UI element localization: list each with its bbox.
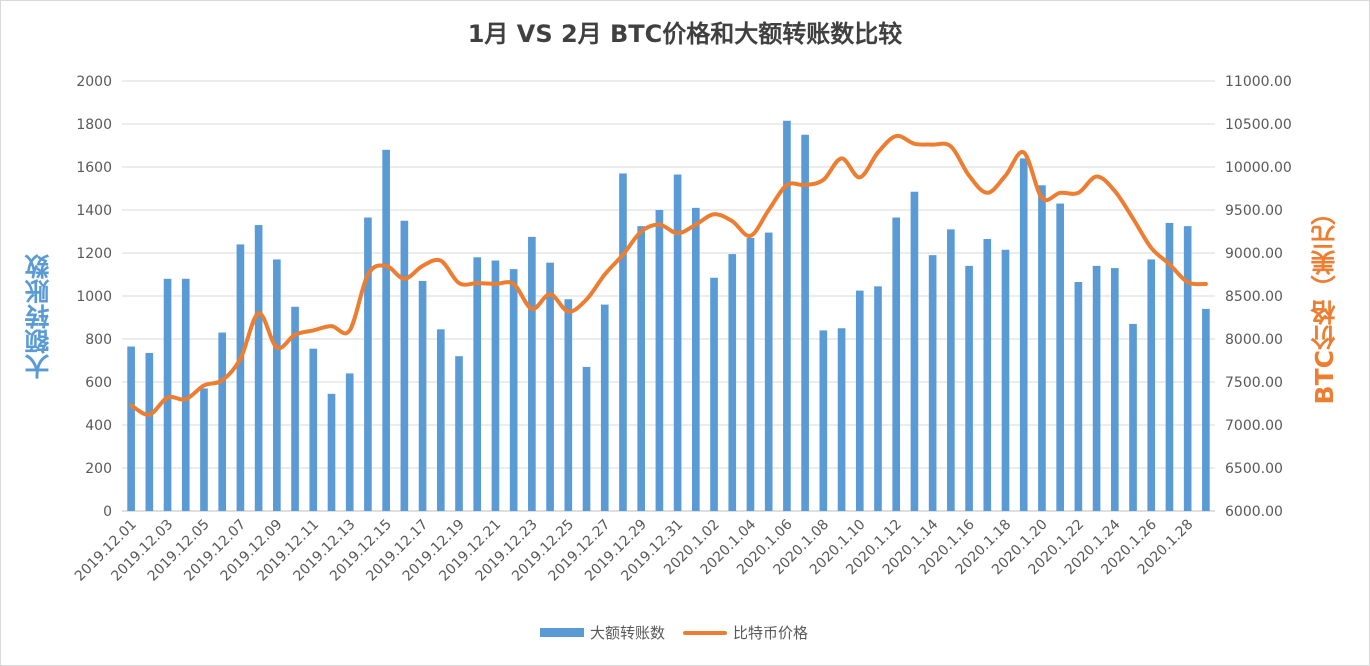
line-series <box>129 133 1208 417</box>
bar <box>200 388 208 511</box>
y-axis-right-ticks: 6000.00 6500.00 7000.00 7500.00 8000.00 8500.… <box>1225 74 1292 520</box>
bar <box>910 191 919 511</box>
y2-tick-label: 9500.00 <box>1225 203 1283 219</box>
legend-line-swatch <box>683 630 728 635</box>
bar <box>564 299 573 511</box>
bar <box>855 290 864 511</box>
bar <box>127 346 135 511</box>
bar <box>892 217 901 511</box>
bar <box>619 173 627 511</box>
bar <box>764 232 773 511</box>
bar <box>600 304 609 511</box>
y2-tick-label: 8500.00 <box>1225 289 1283 305</box>
legend-bar-swatch <box>540 628 584 637</box>
bar <box>1147 259 1156 511</box>
bar <box>254 225 263 512</box>
y2-tick-label: 7000.00 <box>1225 418 1283 434</box>
y2-tick-label: 9000.00 <box>1225 246 1283 262</box>
y2-tick-label: 7500.00 <box>1225 375 1283 391</box>
bar <box>710 277 718 511</box>
bar <box>1129 323 1137 511</box>
bar <box>1019 158 1028 511</box>
bar <box>965 265 973 511</box>
bar <box>382 149 390 512</box>
bar <box>400 220 409 511</box>
y-tick-label: 1600 <box>76 160 112 176</box>
bar <box>655 210 664 511</box>
y2-tick-label: 11000.00 <box>1225 74 1292 90</box>
bar <box>473 257 482 511</box>
y-tick-label: 0 <box>103 504 112 520</box>
bar <box>691 207 700 511</box>
bar <box>309 348 318 511</box>
bar <box>1110 268 1119 511</box>
bar <box>546 262 554 511</box>
y-tick-label: 800 <box>85 332 112 348</box>
bar <box>1092 265 1101 511</box>
legend: 大额转账数 比特币价格 <box>540 622 808 643</box>
bar <box>673 174 682 511</box>
bar <box>1001 249 1010 511</box>
y-axis-left-ticks: 0 200 400 600 800 1000 1200 1400 1600 1800 2000 <box>76 74 112 520</box>
legend-line-label: 比特币价格 <box>733 624 809 642</box>
gridlines <box>122 80 1215 512</box>
bar <box>345 373 354 511</box>
bar <box>1056 203 1064 512</box>
bar <box>746 237 755 511</box>
bar <box>145 352 154 511</box>
bar <box>163 278 172 511</box>
bar <box>181 278 190 511</box>
bar <box>1183 226 1192 511</box>
bar <box>947 229 955 511</box>
y-tick-label: 200 <box>85 461 112 477</box>
price-line <box>129 133 1208 417</box>
bar <box>1038 185 1046 511</box>
bar <box>291 306 299 511</box>
y-tick-label: 1200 <box>76 246 112 262</box>
bar <box>837 328 846 511</box>
bar <box>236 244 245 511</box>
bar <box>728 254 737 511</box>
bar <box>436 329 445 511</box>
bar <box>983 239 992 511</box>
bar <box>491 260 500 511</box>
bar <box>1165 222 1174 511</box>
y-tick-label: 400 <box>85 418 112 434</box>
bar <box>874 286 882 511</box>
x-axis-ticks: 2019.12.012019.12.032019.12.052019.12.07… <box>72 516 1197 584</box>
y-tick-label: 1800 <box>76 117 112 133</box>
bar <box>819 330 828 511</box>
y-tick-label: 600 <box>85 375 112 391</box>
bar <box>509 269 518 511</box>
y2-tick-label: 8000.00 <box>1225 332 1283 348</box>
bar <box>1074 282 1083 511</box>
bar <box>273 259 281 511</box>
bar <box>218 332 227 511</box>
bar <box>801 134 809 511</box>
bar <box>455 356 463 511</box>
y-tick-label: 1000 <box>76 289 112 305</box>
bar <box>418 280 427 511</box>
y2-tick-label: 10500.00 <box>1225 117 1292 133</box>
chart-title: 1月 VS 2月 BTC价格和大额转账数比较 <box>467 20 903 48</box>
bar <box>637 226 646 511</box>
y-tick-label: 2000 <box>76 74 112 90</box>
y2-tick-label: 6500.00 <box>1225 461 1283 477</box>
bar-series <box>127 120 1210 512</box>
bar <box>364 217 372 511</box>
bar <box>928 255 937 511</box>
bar <box>327 393 336 511</box>
bar <box>528 236 536 511</box>
y2-tick-label: 10000.00 <box>1225 160 1292 176</box>
bar <box>783 120 791 512</box>
bar <box>582 366 591 511</box>
y-tick-label: 1400 <box>76 203 112 219</box>
y2-tick-label: 6000.00 <box>1225 504 1283 520</box>
legend-bar-label: 大额转账数 <box>590 624 666 642</box>
bar <box>1202 308 1210 511</box>
